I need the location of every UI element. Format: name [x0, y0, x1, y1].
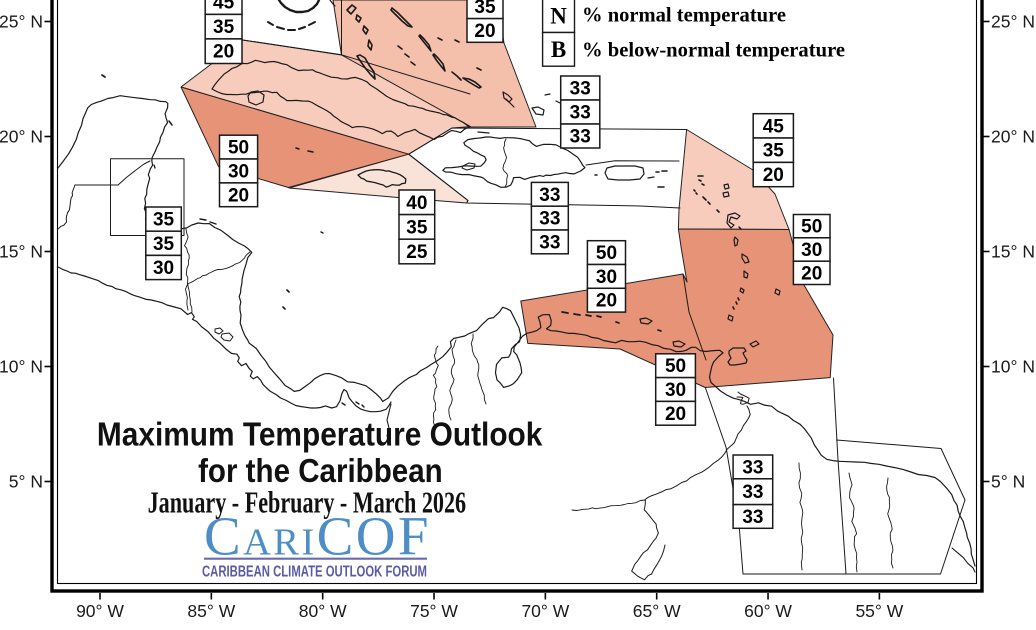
svg-text:% below-normal temperature: % below-normal temperature	[582, 38, 845, 62]
svg-text:55° W: 55° W	[855, 601, 903, 621]
svg-text:20: 20	[228, 185, 249, 206]
svg-text:33: 33	[539, 209, 560, 230]
svg-text:50: 50	[801, 217, 822, 238]
svg-text:% normal temperature: % normal temperature	[582, 3, 786, 27]
svg-text:65° W: 65° W	[633, 601, 681, 621]
svg-text:40: 40	[406, 193, 427, 214]
svg-text:5° N: 5° N	[991, 472, 1025, 492]
svg-text:45: 45	[213, 0, 235, 14]
svg-text:33: 33	[742, 507, 763, 528]
svg-text:30: 30	[596, 267, 617, 288]
svg-text:35: 35	[153, 210, 175, 231]
svg-text:30: 30	[665, 380, 686, 401]
svg-text:45: 45	[763, 116, 785, 137]
svg-text:20: 20	[801, 263, 822, 284]
svg-text:50: 50	[228, 138, 249, 159]
svg-text:35: 35	[763, 141, 785, 162]
svg-text:B: B	[551, 37, 566, 62]
svg-text:25: 25	[406, 242, 428, 263]
svg-text:30: 30	[153, 258, 174, 279]
svg-text:20: 20	[665, 404, 686, 425]
svg-text:25° N: 25° N	[0, 12, 43, 32]
svg-text:N: N	[550, 4, 567, 29]
svg-text:60° W: 60° W	[744, 601, 792, 621]
svg-text:35: 35	[153, 234, 175, 255]
svg-text:10° N: 10° N	[991, 357, 1035, 377]
svg-text:30: 30	[228, 161, 249, 182]
svg-text:January - February - March 202: January - February - March 2026	[148, 485, 467, 520]
svg-text:33: 33	[742, 457, 763, 478]
svg-text:25° N: 25° N	[991, 12, 1035, 32]
svg-text:20: 20	[474, 21, 495, 42]
svg-text:35: 35	[406, 217, 428, 238]
svg-text:75° W: 75° W	[410, 601, 458, 621]
svg-text:85° W: 85° W	[187, 601, 235, 621]
svg-text:CARICOF: CARICOF	[204, 506, 431, 567]
svg-text:10° N: 10° N	[0, 357, 43, 377]
svg-text:15° N: 15° N	[991, 242, 1035, 262]
svg-text:5° N: 5° N	[9, 472, 43, 492]
svg-text:30: 30	[801, 240, 822, 261]
svg-text:20° N: 20° N	[0, 127, 43, 147]
svg-text:50: 50	[665, 356, 686, 377]
svg-text:for the Caribbean: for the Caribbean	[198, 452, 443, 489]
svg-text:20: 20	[596, 291, 617, 312]
svg-text:20° N: 20° N	[991, 127, 1035, 147]
svg-text:33: 33	[570, 127, 591, 148]
svg-text:80° W: 80° W	[299, 601, 347, 621]
svg-text:50: 50	[596, 243, 617, 264]
svg-text:CARIBBEAN CLIMATE OUTLOOK FORU: CARIBBEAN CLIMATE OUTLOOK FORUM	[202, 564, 427, 581]
svg-text:90° W: 90° W	[76, 601, 124, 621]
svg-text:33: 33	[539, 185, 560, 206]
svg-text:35: 35	[474, 0, 496, 18]
svg-text:70° W: 70° W	[521, 601, 569, 621]
svg-text:20: 20	[763, 165, 784, 186]
svg-text:33: 33	[742, 482, 763, 503]
svg-text:Maximum Temperature Outlook: Maximum Temperature Outlook	[97, 415, 543, 452]
svg-text:33: 33	[570, 79, 591, 100]
svg-text:15° N: 15° N	[0, 242, 43, 262]
svg-text:33: 33	[570, 103, 591, 124]
svg-text:20: 20	[213, 42, 234, 63]
svg-text:35: 35	[213, 17, 235, 38]
svg-text:33: 33	[539, 232, 560, 253]
